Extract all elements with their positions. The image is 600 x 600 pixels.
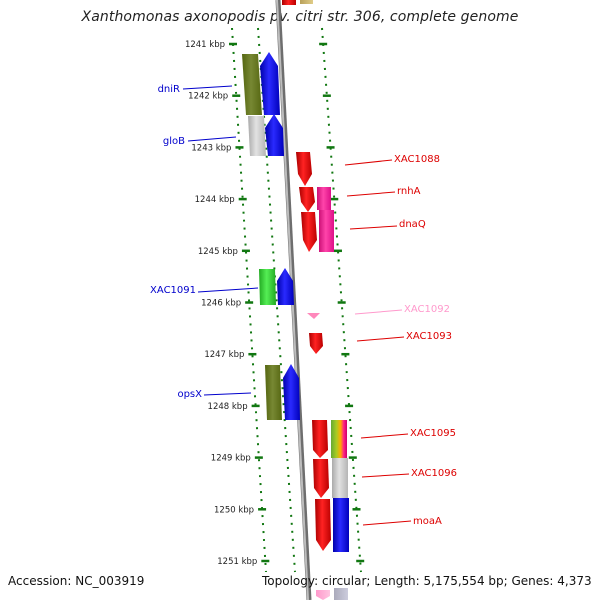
gene-rnhA-red bbox=[299, 187, 315, 212]
accession-text: Accession: NC_003919 bbox=[8, 574, 145, 588]
gene-label-XAC1096[interactable]: XAC1096 bbox=[411, 468, 457, 479]
reverse-strand-genes bbox=[296, 152, 349, 552]
gene-XAC1095-red bbox=[312, 420, 328, 458]
gene-leader-line-gloB bbox=[187, 136, 237, 142]
gene-leader-line-XAC1093 bbox=[356, 336, 405, 342]
gene-label-rnhA[interactable]: rnhA bbox=[397, 186, 421, 197]
bottom-partial-genes bbox=[316, 588, 348, 600]
gene-XAC1095-multicolor bbox=[331, 420, 347, 458]
gene-gloB-blue bbox=[265, 114, 284, 156]
scale-label: 1242 kbp bbox=[188, 92, 228, 102]
gene-leader-line-dnaQ bbox=[349, 225, 398, 230]
forward-strand-genes bbox=[242, 52, 300, 420]
gene-label-gloB[interactable]: gloB bbox=[163, 136, 185, 147]
scale-label: 1247 kbp bbox=[204, 350, 244, 360]
gene-XAC1092-pink bbox=[307, 313, 320, 319]
gene-leader-line-moaA bbox=[362, 520, 412, 526]
scale-label: 1243 kbp bbox=[191, 143, 231, 153]
gene-label-XAC1093[interactable]: XAC1093 bbox=[406, 331, 452, 342]
partial-red-gene bbox=[282, 0, 296, 5]
gene-label-XAC1091[interactable]: XAC1091 bbox=[150, 285, 196, 296]
scale-label: 1251 kbp bbox=[217, 557, 257, 567]
gene-XAC1088-red bbox=[296, 152, 312, 186]
gene-labels: dniR gloB XAC1088 rnhA dnaQ XAC1091 XAC1092 XAC… bbox=[150, 84, 457, 527]
gene-leader-line-XAC1095 bbox=[360, 433, 409, 439]
right-boundary-line bbox=[321, 27, 362, 573]
gene-leader-line-XAC1088 bbox=[344, 159, 393, 166]
gene-dnaQ-red bbox=[301, 212, 317, 252]
gene-dniR-blue bbox=[260, 52, 280, 115]
gene-leader-line-rnhA bbox=[346, 191, 396, 197]
gene-opsX-olive bbox=[265, 365, 282, 420]
gene-leader-line-XAC1092 bbox=[354, 309, 403, 315]
gene-XAC1091-green bbox=[259, 269, 276, 305]
track-boundaries bbox=[231, 27, 362, 573]
partial-tan-gene bbox=[300, 0, 313, 4]
scale-label: 1248 kbp bbox=[208, 402, 248, 412]
gene-label-XAC1095[interactable]: XAC1095 bbox=[410, 428, 456, 439]
topology-text: Topology: circular; Length: 5,175,554 bp… bbox=[262, 574, 592, 588]
scale-ticks: 1241 kbp 1242 kbp 1243 kbp 1244 kbp 1245 kbp… bbox=[185, 40, 365, 567]
gene-leader-line-dniR bbox=[182, 85, 233, 90]
gene-label-XAC1092[interactable]: XAC1092 bbox=[404, 304, 450, 315]
left-boundary-line bbox=[231, 27, 267, 573]
scale-label: 1244 kbp bbox=[195, 195, 235, 205]
gene-leader-line-opsX bbox=[203, 392, 252, 396]
gene-XAC1093-red bbox=[309, 333, 323, 354]
gene-XAC1096-red bbox=[313, 459, 329, 498]
top-partial-genes bbox=[282, 0, 313, 5]
gene-dniR-olive bbox=[242, 54, 262, 115]
gene-gloB-gray bbox=[248, 116, 266, 156]
gene-label-XAC1088[interactable]: XAC1088 bbox=[394, 154, 440, 165]
gene-label-moaA[interactable]: moaA bbox=[413, 516, 442, 527]
partial-pink-gene bbox=[316, 590, 330, 600]
gene-rnhA-pink bbox=[317, 187, 331, 210]
scale-label: 1245 kbp bbox=[198, 247, 238, 257]
gene-opsX-blue bbox=[283, 364, 300, 420]
gene-moaA-red bbox=[315, 499, 331, 551]
gene-label-dnaQ[interactable]: dnaQ bbox=[399, 219, 426, 230]
gene-leader-line-XAC1091 bbox=[197, 287, 259, 293]
scale-label: 1241 kbp bbox=[185, 40, 225, 50]
gene-label-dniR[interactable]: dniR bbox=[158, 84, 180, 95]
gene-label-opsX[interactable]: opsX bbox=[177, 389, 202, 400]
mid-boundary-line bbox=[257, 27, 296, 573]
gene-moaA-blue bbox=[333, 498, 349, 552]
scale-label: 1249 kbp bbox=[211, 454, 251, 464]
gene-dnaQ-pink bbox=[319, 210, 334, 252]
genome-title: Xanthomonas axonopodis pv. citri str. 30… bbox=[81, 9, 519, 25]
gene-XAC1091-blue bbox=[277, 268, 294, 305]
scale-label: 1246 kbp bbox=[201, 299, 241, 309]
gene-XAC1096-gray bbox=[332, 458, 348, 498]
gene-leader-line-XAC1096 bbox=[361, 473, 410, 478]
scale-label: 1250 kbp bbox=[214, 505, 254, 515]
partial-lavender-gene bbox=[334, 588, 348, 600]
